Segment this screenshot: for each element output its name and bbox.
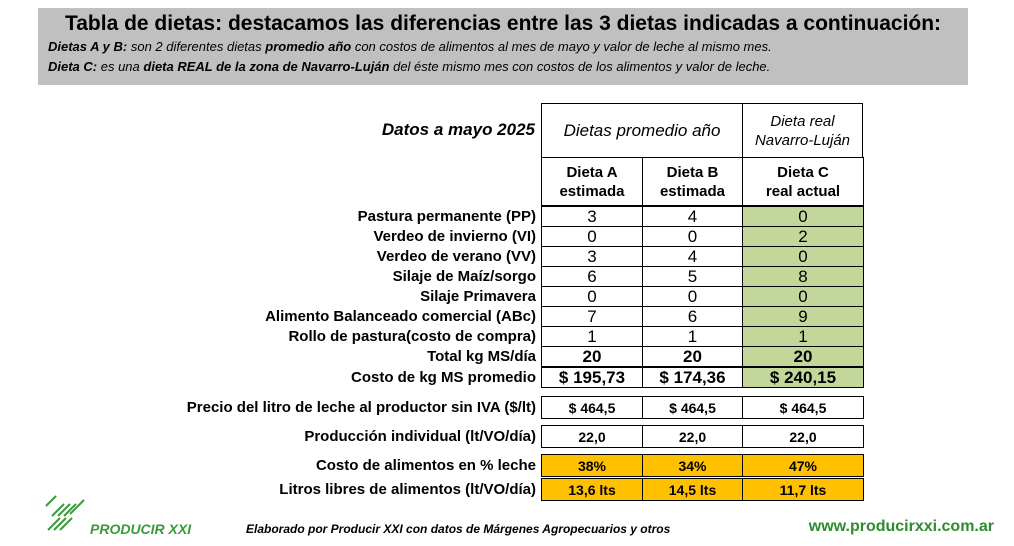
value-cell: $ 464,5: [642, 396, 743, 419]
header-line: Dieta real: [770, 112, 835, 130]
real-header: Dieta real Navarro-Luján: [742, 103, 863, 158]
value-cell: 3: [541, 206, 643, 227]
row-label: Verdeo de verano (VV): [376, 247, 536, 265]
value-cell: 7: [541, 306, 643, 327]
value-cell: 6: [541, 266, 643, 287]
row-label: Alimento Balanceado comercial (ABc): [265, 307, 536, 325]
row-label: Silaje de Maíz/sorgo: [392, 267, 536, 285]
value-cell: 5: [642, 266, 743, 287]
note-c: Dieta C: es una dieta REAL de la zona de…: [48, 59, 770, 74]
row-label: Verdeo de invierno (VI): [373, 227, 536, 245]
logo-text: PRODUCIR XXI: [90, 521, 192, 537]
value-cell: 22,0: [541, 425, 643, 448]
note-segment: con costos de alimentos al mes de mayo y…: [351, 39, 772, 54]
header-line: Navarro-Luján: [754, 131, 851, 149]
value-cell: 0: [642, 286, 743, 307]
row-label: Costo de kg MS promedio: [350, 368, 536, 386]
value-cell: $ 464,5: [541, 396, 643, 419]
value-cell: 4: [642, 246, 743, 267]
value-cell: 22,0: [742, 425, 864, 448]
value-cell: 0: [541, 226, 643, 247]
value-cell: $ 464,5: [742, 396, 864, 419]
value-cell: 14,5 lts: [642, 478, 743, 501]
note-ab: Dietas A y B: son 2 diferentes dietas pr…: [48, 39, 772, 54]
row-label: Total kg MS/día: [427, 347, 536, 365]
note-segment: promedio año: [265, 39, 352, 54]
value-cell: 47%: [742, 454, 864, 477]
value-cell: 0: [742, 206, 864, 227]
header-line: Dieta C: [777, 163, 829, 181]
value-cell: 1: [742, 326, 864, 347]
note-segment: Dieta C:: [48, 59, 98, 74]
value-cell: 6: [642, 306, 743, 327]
value-cell: 20: [541, 346, 643, 367]
row-label: Rollo de pastura(costo de compra): [288, 327, 536, 345]
url: www.producirxxi.com.ar: [808, 518, 994, 535]
value-cell: 0: [742, 286, 864, 307]
value-cell: 3: [541, 246, 643, 267]
value-cell: 0: [742, 246, 864, 267]
note-segment: Dietas A y B:: [48, 39, 128, 54]
value-cell: 1: [541, 326, 643, 347]
header-line: estimada: [559, 182, 625, 200]
header-line: real actual: [765, 182, 841, 200]
note-segment: del éste mismo mes con costos de los ali…: [389, 59, 771, 74]
group-header: Dietas promedio año: [541, 103, 743, 158]
note-segment: son 2 diferentes dietas: [127, 39, 266, 54]
value-cell: $ 240,15: [742, 367, 864, 388]
note-segment: dieta REAL de la zona de Navarro-Luján: [143, 59, 390, 74]
value-cell: 13,6 lts: [541, 478, 643, 501]
row-label: Litros libres de alimentos (lt/VO/día): [279, 480, 536, 498]
logo-icon: [45, 495, 85, 531]
value-cell: 0: [541, 286, 643, 307]
value-cell: 20: [642, 346, 743, 367]
value-cell: $ 174,36: [642, 367, 743, 388]
title: Tabla de dietas: destacamos las diferenc…: [64, 12, 942, 35]
value-cell: 4: [642, 206, 743, 227]
header-line: Dieta A: [566, 163, 618, 181]
value-cell: 20: [742, 346, 864, 367]
value-cell: 11,7 lts: [742, 478, 864, 501]
value-cell: 22,0: [642, 425, 743, 448]
row-label: Silaje Primavera: [420, 287, 536, 305]
row-label: Pastura permanente (PP): [357, 207, 536, 225]
header-box: Tabla de dietas: destacamos las diferenc…: [38, 8, 968, 85]
value-cell: 1: [642, 326, 743, 347]
value-cell: 38%: [541, 454, 643, 477]
header-line: Dieta B: [666, 163, 719, 181]
row-label: Costo de alimentos en % leche: [315, 456, 536, 474]
note-segment: es una: [97, 59, 144, 74]
value-cell: $ 195,73: [541, 367, 643, 388]
value-cell: 34%: [642, 454, 743, 477]
value-cell: 2: [742, 226, 864, 247]
value-cell: 8: [742, 266, 864, 287]
header-line: estimada: [659, 182, 726, 200]
corner: Datos a mayo 2025: [381, 120, 535, 139]
row-label: Producción individual (lt/VO/día): [304, 427, 536, 445]
credit: Elaborado por Producir XXI con datos de …: [246, 522, 671, 536]
row-label: Precio del litro de leche al productor s…: [186, 398, 536, 416]
value-cell: 0: [642, 226, 743, 247]
value-cell: 9: [742, 306, 864, 327]
